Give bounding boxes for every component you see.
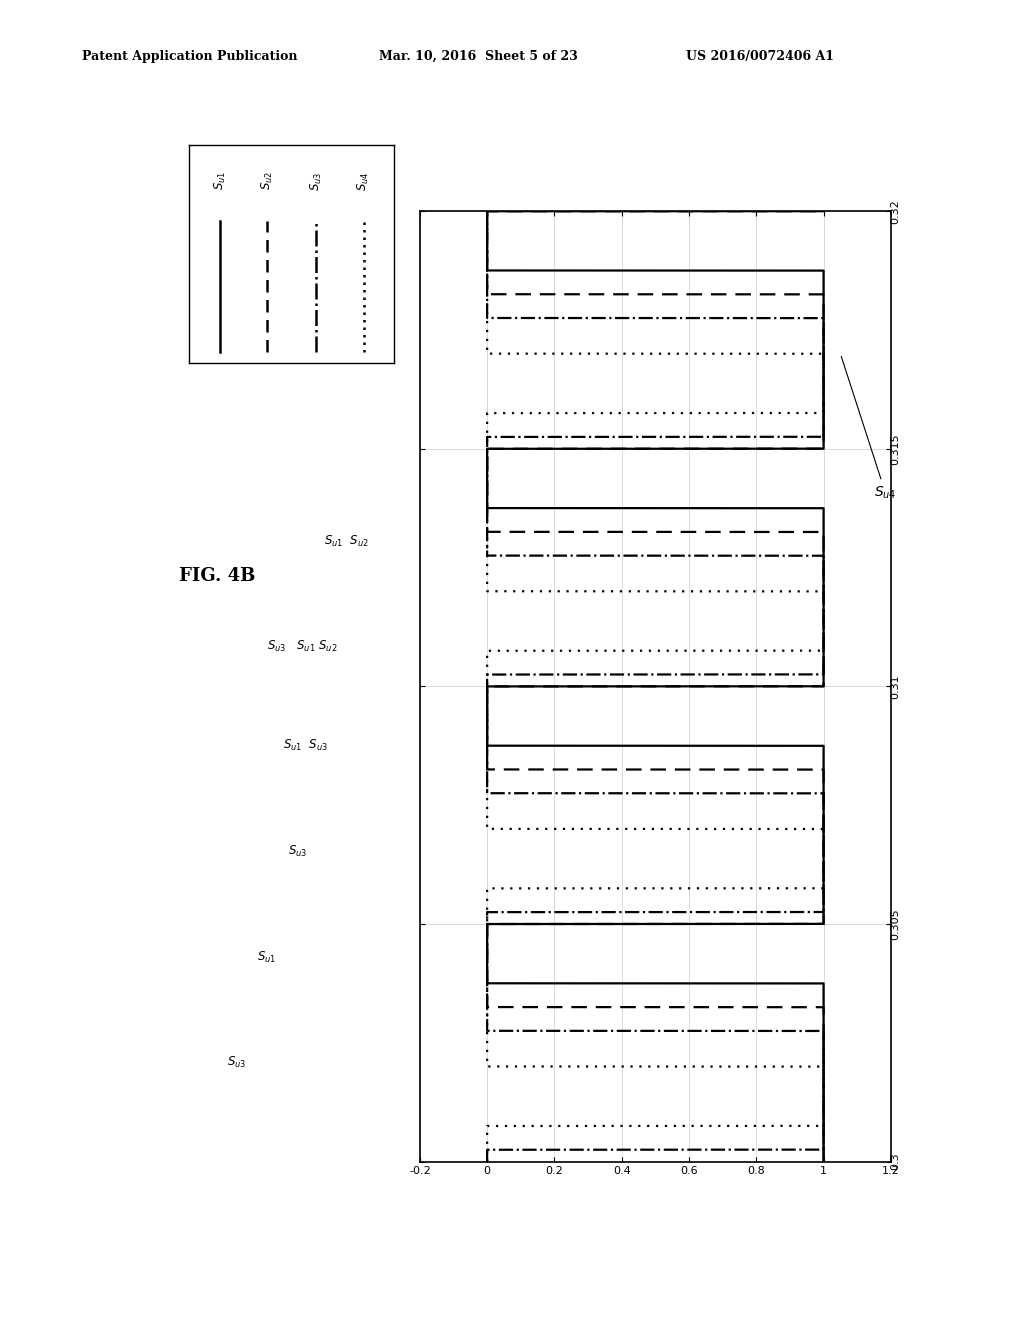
- Text: $S_{u3}$: $S_{u3}$: [288, 843, 307, 859]
- Text: $S_{u2}$: $S_{u2}$: [260, 172, 274, 190]
- Text: $S_{u3}$   $S_{u1}$ $S_{u2}$: $S_{u3}$ $S_{u1}$ $S_{u2}$: [267, 639, 338, 655]
- Text: $S_{u4}$: $S_{u4}$: [356, 172, 371, 191]
- Text: $S_{u4}$: $S_{u4}$: [842, 356, 897, 500]
- Text: $S_{u3}$: $S_{u3}$: [226, 1055, 246, 1071]
- Text: Mar. 10, 2016  Sheet 5 of 23: Mar. 10, 2016 Sheet 5 of 23: [379, 50, 578, 63]
- Text: Patent Application Publication: Patent Application Publication: [82, 50, 297, 63]
- Text: $S_{u1}$: $S_{u1}$: [213, 172, 227, 190]
- Text: $S_{u1}$: $S_{u1}$: [257, 949, 276, 965]
- Text: $S_{u3}$: $S_{u3}$: [309, 172, 324, 190]
- Text: US 2016/0072406 A1: US 2016/0072406 A1: [686, 50, 835, 63]
- Text: FIG. 4B: FIG. 4B: [179, 566, 256, 585]
- Text: $S_{u1}$  $S_{u3}$: $S_{u1}$ $S_{u3}$: [283, 738, 328, 754]
- Text: $S_{u1}$  $S_{u2}$: $S_{u1}$ $S_{u2}$: [324, 533, 369, 549]
